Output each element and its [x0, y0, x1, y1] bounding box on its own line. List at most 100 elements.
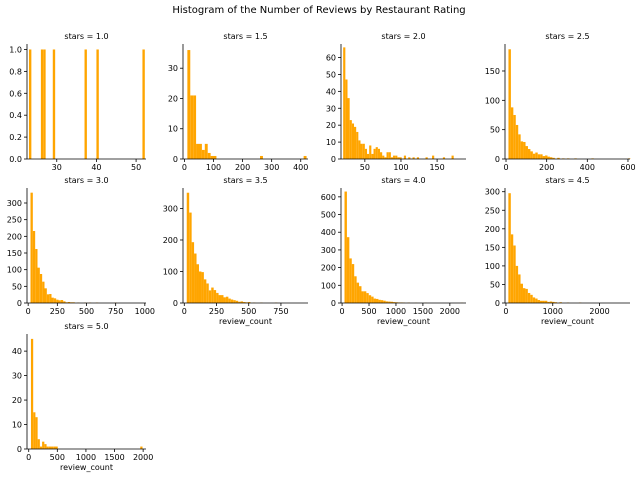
histogram-bar: [247, 302, 251, 303]
histogram-bar: [40, 49, 44, 160]
histogram-bar: [67, 302, 71, 303]
histogram-bar: [35, 417, 38, 449]
x-tick-label: 0: [26, 307, 31, 316]
y-tick-label: 30: [168, 64, 178, 73]
histogram-bar: [363, 291, 367, 303]
panel-9: stars = 5.0 0 10 20 30 40 0 500 1000 1500 2000 revi…: [12, 322, 154, 472]
histogram-bar: [388, 301, 391, 303]
histogram-bar: [52, 49, 56, 160]
histogram-bar: [377, 148, 381, 159]
panel-6: stars = 3.5 0 100 200 300 0 250 500 750review_co…: [163, 176, 308, 326]
x-tick-label: 0: [26, 453, 31, 462]
histogram-bar: [37, 439, 40, 449]
histogram-bar: [228, 298, 231, 303]
histogram-bar: [351, 123, 355, 159]
histogram-bar: [386, 152, 389, 159]
histogram-bar: [395, 155, 398, 159]
panel-title: stars = 2.5: [545, 32, 589, 41]
y-tick-label: 600: [321, 193, 336, 202]
histogram-bar: [535, 298, 538, 303]
y-tick-label: 0.6: [9, 89, 22, 98]
panel-7: stars = 4.0 0 100 200 300 400 500 600 0 500 1000 15…: [321, 176, 466, 326]
x-tick-label: 30: [52, 163, 62, 172]
y-tick-label: 40: [12, 347, 22, 356]
histogram-bar: [373, 298, 377, 303]
histogram-bar: [378, 299, 381, 303]
histogram-bar: [194, 253, 197, 303]
panel-title: stars = 1.0: [64, 32, 108, 41]
y-tick-label: 0.0: [9, 155, 22, 164]
histogram-bar: [530, 151, 533, 159]
y-tick-label: 10: [12, 421, 22, 430]
histogram-bar: [354, 126, 357, 159]
histogram-bar: [513, 245, 516, 303]
panel-8: stars = 4.5 0 50 100 150 200 250 300 0 1000 2000re…: [485, 176, 630, 326]
histogram-bar: [58, 300, 61, 303]
histogram-bar: [425, 157, 428, 159]
histogram-bar: [191, 242, 195, 303]
histogram-bar: [547, 301, 550, 303]
histogram-bar: [390, 157, 394, 159]
y-tick-label: 0.8: [9, 67, 22, 76]
histogram-bar: [193, 95, 197, 159]
x-tick-label: 0: [503, 163, 508, 172]
histogram-bar: [238, 301, 241, 303]
x-tick-label: 600: [620, 163, 635, 172]
histogram-bar: [518, 274, 521, 303]
histogram-bar: [376, 298, 379, 303]
histogram-bar: [540, 300, 543, 303]
panel-1: stars = 1.0 0.0 0.2 0.4 0.6 0.8 1.0 30 40 50: [9, 32, 146, 172]
panel-title: stars = 2.0: [381, 32, 425, 41]
histogram-bar: [189, 212, 192, 303]
histogram-bar: [235, 300, 239, 303]
y-tick-label: 0: [495, 155, 500, 164]
histogram-bar: [442, 157, 446, 159]
panel-title: stars = 4.5: [545, 176, 589, 185]
y-tick-label: 100: [7, 266, 22, 275]
histogram-bar: [44, 288, 47, 303]
x-axis-label: review_count: [60, 463, 113, 472]
histogram-bar: [388, 152, 391, 159]
histogram-bar: [527, 149, 531, 159]
y-tick-label: 30: [12, 372, 22, 381]
histogram-bar: [542, 300, 545, 303]
histogram-bar: [380, 300, 384, 303]
histogram-bar: [35, 249, 38, 303]
histogram-bar: [33, 412, 36, 449]
histogram-bar: [140, 446, 143, 449]
panel-title: stars = 4.0: [381, 176, 425, 185]
panel-grid: stars = 1.00.00.20.40.60.81.030 40 50stars…: [7, 32, 636, 472]
histogram-bar: [385, 301, 389, 303]
y-tick-label: 10: [168, 125, 178, 134]
histogram-bar: [196, 264, 199, 303]
histogram-bar: [356, 282, 360, 303]
panel-title: stars = 3.5: [223, 176, 267, 185]
histogram-bar: [30, 338, 34, 449]
histogram-bar: [359, 286, 362, 303]
histogram-bar: [201, 272, 204, 303]
histogram-bar: [382, 155, 385, 159]
histogram-bar: [371, 296, 374, 303]
histogram-bar: [53, 446, 56, 449]
histogram-bar: [552, 301, 555, 303]
histogram-bar: [508, 49, 511, 159]
histogram-bar: [55, 446, 58, 449]
histogram-bar: [547, 156, 550, 159]
histogram-bar: [44, 444, 47, 449]
histogram-bar: [408, 157, 411, 159]
histogram-bar: [451, 155, 454, 159]
y-tick-label: 50: [490, 126, 500, 135]
x-tick-label: 0: [503, 307, 508, 316]
histogram-bar: [515, 124, 519, 159]
y-tick-label: 150: [7, 249, 22, 258]
y-tick-label: 0: [331, 155, 336, 164]
y-tick-label: 10: [326, 138, 336, 147]
histogram-bar: [201, 149, 205, 159]
x-tick-label: 100: [206, 163, 221, 172]
y-tick-label: 0: [331, 299, 336, 308]
histogram-bar: [48, 446, 52, 449]
x-tick-label: 750: [273, 307, 288, 316]
histogram-bar: [190, 95, 194, 159]
histogram-bar: [520, 141, 524, 159]
y-tick-label: 200: [485, 225, 500, 234]
